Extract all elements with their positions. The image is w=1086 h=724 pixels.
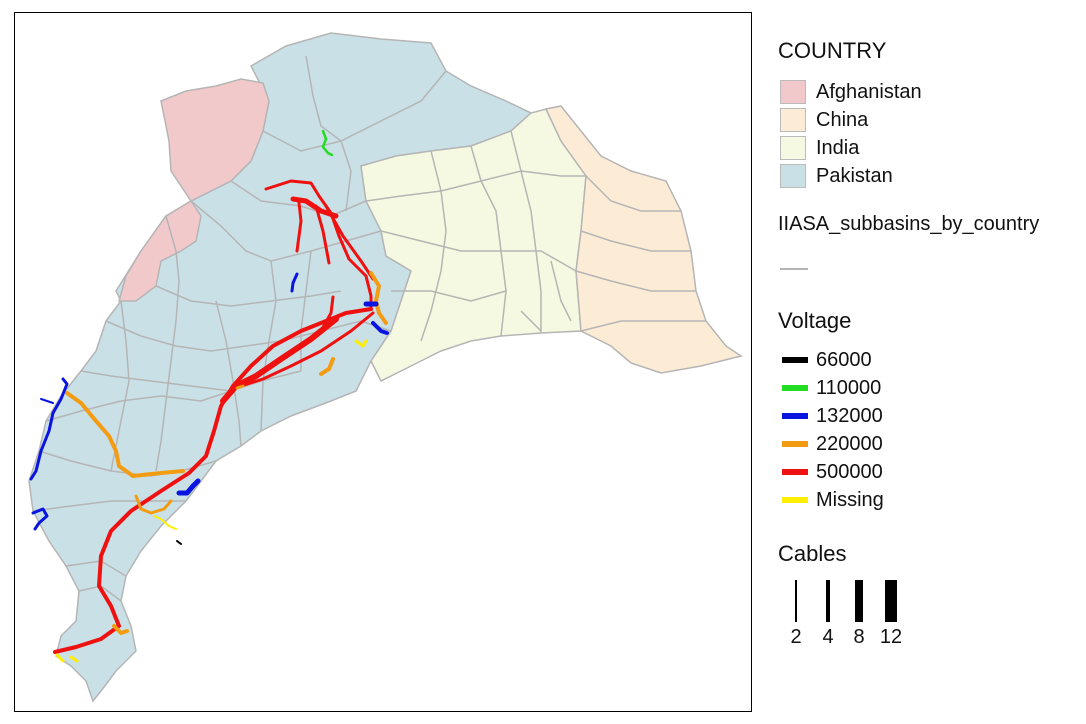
- legend-cable-bar-4: [826, 580, 830, 622]
- map-panel: [14, 12, 752, 712]
- legend-cable-label-8: 8: [853, 626, 865, 648]
- legend-voltage-line-missing: [782, 497, 808, 503]
- line-132kv: [176, 478, 201, 496]
- line-500kv: [295, 201, 303, 253]
- legend-voltage-label-110000: 110000: [816, 377, 882, 399]
- line-132kv: [371, 321, 389, 335]
- legend-country-title: COUNTRY: [778, 38, 887, 63]
- line-132kv: [29, 377, 69, 481]
- line-220kv: [134, 494, 173, 515]
- legend-voltage-label-500000: 500000: [816, 461, 883, 483]
- line-220kv: [112, 624, 129, 635]
- legend-voltage-label-132000: 132000: [816, 405, 883, 427]
- legend-cable-bar-12: [885, 580, 897, 622]
- line-missing: [153, 515, 177, 530]
- region-india: [360, 108, 587, 383]
- subbasin-borders: [32, 55, 706, 602]
- line-132kv: [31, 507, 49, 531]
- legend-subbasins-title: IIASA_subbasins_by_country: [778, 213, 1040, 235]
- legend-cable-label-2: 2: [790, 626, 802, 648]
- region-pakistan: [28, 32, 533, 703]
- legend-label-pakistan: Pakistan: [816, 165, 893, 187]
- legend-voltage-line-66000: [782, 357, 808, 363]
- line-132kv: [40, 398, 54, 404]
- line-220kv: [235, 384, 245, 390]
- map-canvas: [28, 32, 743, 703]
- legend-swatch-afghanistan: [780, 80, 806, 104]
- legend-voltage-label-220000: 220000: [816, 433, 883, 455]
- legend-cable-bar-8: [855, 580, 863, 622]
- legend-voltage-label-missing: Missing: [816, 489, 884, 511]
- line-110kv: [321, 129, 334, 157]
- legend-voltage-line-132000: [782, 413, 808, 419]
- line-220kv: [369, 271, 388, 325]
- legend-swatch-china: [780, 108, 806, 132]
- region-afghanistan: [160, 78, 270, 202]
- line-500kv: [314, 204, 331, 265]
- line-500kv: [319, 295, 335, 333]
- legend-cable-label-4: 4: [822, 626, 834, 648]
- legend: COUNTRY Afghanistan China India Pakistan…: [778, 36, 1086, 716]
- legend-cables-title: Cables: [778, 541, 847, 566]
- region-china: [544, 105, 743, 374]
- legend-label-india: India: [816, 137, 860, 159]
- legend-swatch-india: [780, 136, 806, 160]
- region-afghanistan-south: [118, 199, 202, 302]
- line-220kv: [65, 391, 185, 478]
- line-132kv: [290, 272, 299, 293]
- power-lines: [29, 129, 389, 663]
- legend-swatch-pakistan: [780, 164, 806, 188]
- line-missing: [55, 653, 79, 663]
- legend-voltage-label-66000: 66000: [816, 349, 872, 371]
- line-missing: [354, 339, 368, 348]
- legend-label-afghanistan: Afghanistan: [816, 81, 922, 103]
- legend-voltage-line-110000: [782, 385, 808, 391]
- line-66kv: [176, 540, 182, 545]
- legend-cable-label-12: 12: [879, 626, 903, 648]
- line-500kv: [220, 316, 339, 404]
- legend-cable-bar-2: [795, 580, 797, 622]
- line-500kv: [53, 307, 373, 654]
- line-500kv: [324, 204, 375, 281]
- legend-label-china: China: [816, 109, 869, 131]
- legend-voltage-line-500000: [782, 469, 808, 475]
- legend-subbasin-line: [780, 268, 808, 270]
- legend-voltage-line-220000: [782, 441, 808, 447]
- line-220kv: [319, 357, 335, 376]
- line-500kv: [290, 196, 339, 219]
- line-500kv: [239, 311, 375, 388]
- legend-voltage-title: Voltage: [778, 308, 852, 333]
